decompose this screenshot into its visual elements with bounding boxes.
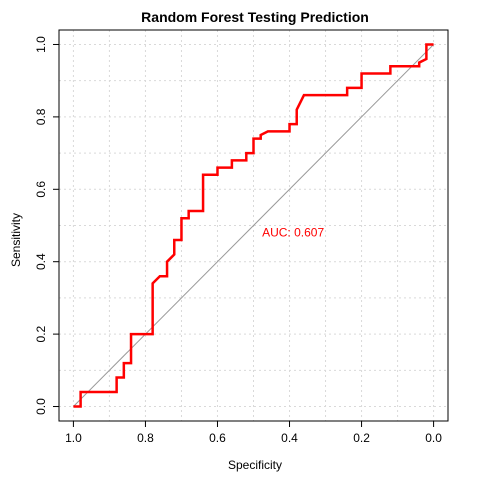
y-tick-label-2: 0.4 — [34, 253, 48, 270]
y-tick-label-3: 0.6 — [34, 181, 48, 198]
chart-title: Random Forest Testing Prediction — [141, 9, 369, 25]
y-tick-label-5: 1.0 — [34, 36, 48, 53]
x-tick-label-3: 0.4 — [281, 431, 298, 445]
x-tick-label-5: 0.0 — [425, 431, 442, 445]
y-axis: 0.0 0.2 0.4 0.6 0.8 1.0 — [34, 36, 60, 415]
y-tick-label-4: 0.8 — [34, 108, 48, 125]
x-axis: 1.0 0.8 0.6 0.4 0.2 0.0 — [65, 420, 442, 445]
y-tick-label-0: 0.0 — [34, 398, 48, 415]
roc-curve-line — [73, 43, 434, 408]
x-axis-label: Specificity — [228, 458, 282, 472]
y-axis-label: Sensitivity — [9, 213, 23, 267]
y-tick-label-1: 0.2 — [34, 325, 48, 342]
x-tick-label-4: 0.2 — [353, 431, 370, 445]
x-tick-label-1: 0.8 — [137, 431, 154, 445]
reference-diagonal-line — [73, 44, 434, 407]
x-tick-label-0: 1.0 — [65, 431, 82, 445]
auc-annotation: AUC: 0.607 — [262, 226, 324, 240]
x-tick-label-2: 0.6 — [209, 431, 226, 445]
